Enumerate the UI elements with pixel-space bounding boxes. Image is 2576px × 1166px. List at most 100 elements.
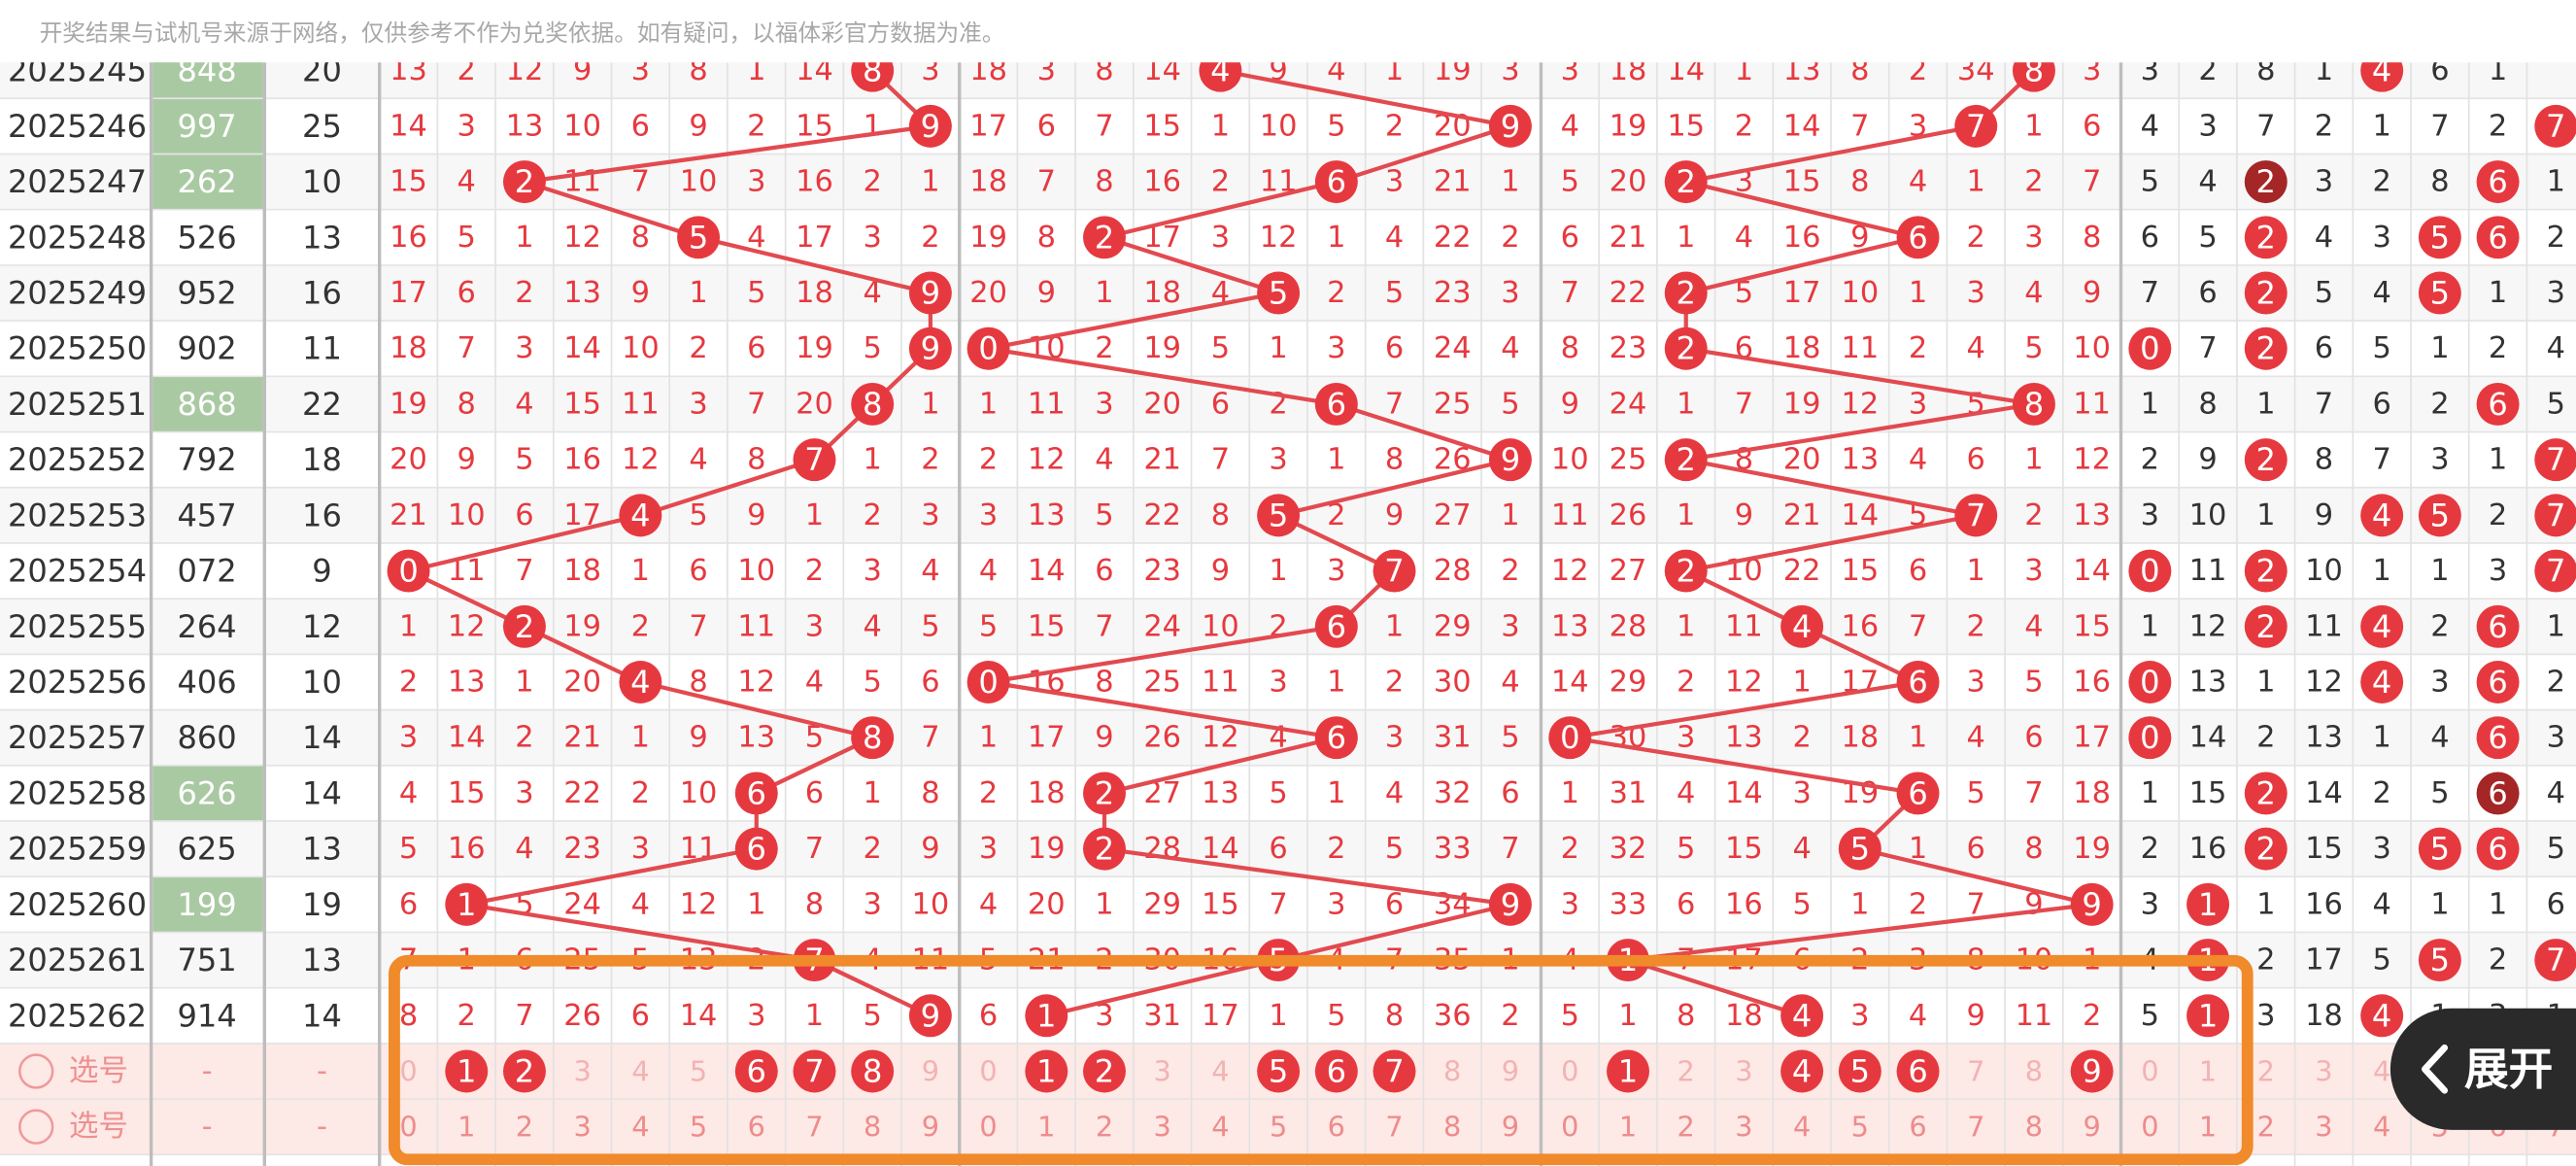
trend-line [988,346,1338,407]
omission: 19 [390,387,427,421]
omission: 1 [1677,221,1695,255]
omission: 22 [563,776,601,810]
omission: 18 [969,165,1007,199]
omission: 4 [979,887,998,921]
select-digit: 1 [1619,1111,1637,1144]
omission: 1 [1269,999,1287,1033]
omission: 7 [1095,109,1113,143]
expand-button-bg[interactable] [2390,1008,2576,1130]
hit-ball [1314,716,1358,760]
omission: 3 [1327,331,1345,365]
omission: 25 [1610,443,1647,477]
omission: 1 [805,498,824,532]
hit-number: 6 [2488,719,2507,756]
omission: 9 [921,832,939,866]
hit-ball [1257,494,1301,537]
omission: 3 [1501,276,1519,310]
select-digit: 0 [1561,1054,1578,1087]
omission: 6 [1211,387,1230,421]
omission: 32 [1610,832,1647,866]
omission: 2 [2024,165,2043,199]
omission: 11 [737,609,775,643]
sum: 19 [302,886,342,923]
dist-omission: 1 [2372,109,2390,143]
omission: 2 [979,443,998,477]
trend-line [408,513,641,573]
omission: 24 [563,887,601,921]
select-digit: 7 [1385,1111,1403,1144]
omission: 17 [1202,999,1239,1033]
hit-number: 2 [515,163,534,200]
select-digit: 7 [1967,1111,1984,1144]
hit-ball [793,1049,836,1093]
hit-ball [2418,939,2461,982]
hit-number: 6 [2488,831,2507,868]
omission: 18 [1725,999,1763,1033]
omission: 6 [399,887,418,921]
omission: 1 [1967,554,1985,588]
issue: 2025260 [8,886,147,923]
omission: 16 [1725,887,1763,921]
hit-number: 9 [1501,441,1520,478]
omission: 28 [1143,832,1181,866]
omission: 14 [390,109,427,143]
hit-number: 2 [2256,774,2276,811]
hit-number: 2 [1095,774,1114,811]
omission: 16 [796,165,833,199]
omission: 1 [1501,165,1519,199]
omission: 9 [1850,221,1869,255]
expand-button[interactable]: 展开 [2390,1008,2576,1130]
hit-number: 7 [804,1052,824,1089]
omission: 9 [1095,721,1113,755]
select-digit: 0 [979,1111,997,1144]
omission: 17 [1783,276,1821,310]
hit-ball [2418,827,2461,871]
omission: 4 [689,443,707,477]
select-digit: 0 [2141,1054,2158,1087]
omission: 6 [689,554,707,588]
dist-omission: 2 [2430,387,2449,421]
hit-number: 0 [2140,719,2159,756]
hit-number: 0 [978,664,998,701]
select-digit: 4 [1793,1111,1811,1144]
hit-ball [908,326,952,370]
omission: 6 [631,999,650,1033]
omission: 4 [863,276,881,310]
dist-omission: 13 [2189,666,2227,700]
omission: 30 [1434,666,1472,700]
omission: 13 [563,276,601,310]
hit-ball [2128,549,2172,593]
omission: 24 [1143,609,1181,643]
omission: 5 [2024,331,2043,365]
omission: 8 [747,443,765,477]
omission: 4 [1095,443,1113,477]
omission: 23 [563,832,601,866]
expand-label[interactable]: 展开 [2464,1044,2553,1095]
omission: 7 [2083,165,2101,199]
hit-ball [502,1049,546,1093]
omission: 7 [631,165,650,199]
omission: 3 [1211,221,1230,255]
omission: 8 [805,887,824,921]
omission: 18 [1841,721,1879,755]
dist-omission: 4 [2547,331,2565,365]
hit-ball [2418,494,2461,537]
omission: 15 [1202,887,1239,921]
dist-omission: 16 [2305,887,2343,921]
hit-ball [2534,438,2576,482]
omission: 2 [1792,721,1811,755]
hit-ball [1488,882,1532,926]
expand-chevron[interactable] [2422,1044,2449,1094]
dist-omission: 5 [2372,331,2390,365]
omission: 28 [1434,554,1472,588]
hit-ball [619,661,662,703]
omission: 3 [515,331,533,365]
hit-ball [908,104,952,148]
dist-omission: 10 [2189,498,2227,532]
omission: 16 [1143,165,1181,199]
omission: 3 [863,221,881,255]
omission: 20 [1028,887,1066,921]
select-digit: 3 [1735,1054,1752,1087]
dist-omission: 3 [2547,721,2565,755]
omission: 2 [1735,109,1753,143]
